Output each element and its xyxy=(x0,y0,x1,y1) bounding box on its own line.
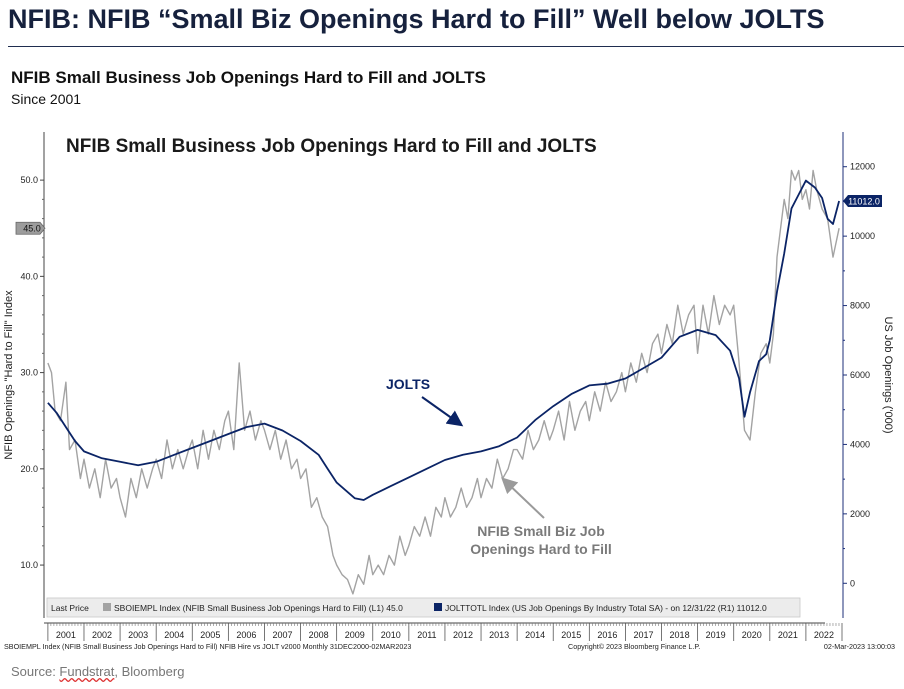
chart-footer: SBOIEMPL Index (NFIB Small Business Job … xyxy=(4,642,895,651)
right-tick-label: 2000 xyxy=(850,509,870,519)
x-tick-label: 2005 xyxy=(200,630,220,640)
jolts-annotation-label: JOLTS xyxy=(386,376,430,392)
left-tick-label: 10.0 xyxy=(20,560,38,570)
x-tick-label: 2007 xyxy=(272,630,292,640)
left-tick-label: 50.0 xyxy=(20,175,38,185)
left-axis: 10.0 20.0 30.0 40.0 50.0 45.0 xyxy=(15,132,46,618)
right-last-price-tag xyxy=(843,195,882,208)
x-tick-label: 2008 xyxy=(309,630,329,640)
left-tick-label: 40.0 xyxy=(20,271,38,281)
legend-last-price: Last Price xyxy=(51,603,89,613)
x-tick-label: 2021 xyxy=(778,630,798,640)
legend-background xyxy=(46,597,801,618)
right-axis-label: US Job Openings ('000) xyxy=(882,316,894,433)
x-tick-label: 2020 xyxy=(742,630,762,640)
x-tick-label: 2001 xyxy=(56,630,76,640)
footer-right: 02-Mar-2023 13:00:03 xyxy=(824,642,895,651)
left-tick-label: 30.0 xyxy=(20,368,38,378)
source-prefix: Source: xyxy=(11,664,60,679)
x-tick-label: 2006 xyxy=(236,630,256,640)
x-tick-label: 2013 xyxy=(489,630,509,640)
left-last-price-tag xyxy=(15,221,46,235)
left-axis-label: NFIB Openings "Hard to Fill" Index xyxy=(3,290,15,460)
footer-left: SBOIEMPL Index (NFIB Small Business Job … xyxy=(4,642,411,651)
jolts-series-line xyxy=(47,179,840,501)
source-note: Source: Fundstrat, Bloomberg xyxy=(11,664,184,679)
x-tick-label: 2019 xyxy=(706,630,726,640)
x-tick-label: 2009 xyxy=(345,630,365,640)
headline-divider xyxy=(8,46,904,47)
x-axis: 2001 2002 2003 2004 2005 2006 2007 2008 2009 2010… xyxy=(44,622,843,641)
x-tick-label: 2022 xyxy=(814,630,834,640)
right-tick-label: 4000 xyxy=(850,439,870,449)
chart-title: NFIB Small Business Job Openings Hard to… xyxy=(66,136,597,157)
legend-jolts-label: JOLTTOTL Index (US Job Openings By Indus… xyxy=(445,603,767,613)
x-tick-label: 2012 xyxy=(453,630,473,640)
legend-nfib-label: SBOIEMPL Index (NFIB Small Business Job … xyxy=(114,603,403,613)
right-tick-label: 10000 xyxy=(850,231,875,241)
right-tick-label: 6000 xyxy=(850,370,870,380)
x-tick-label: 2014 xyxy=(525,630,545,640)
annotations-layer: JOLTS NFIB Small Biz Job Openings Hard to … xyxy=(386,376,612,557)
footer-center: Copyright© 2023 Bloomberg Finance L.P. xyxy=(568,642,700,651)
left-last-price-label: 45.0 xyxy=(23,224,41,234)
source-fundstrat: Fundstrat xyxy=(59,664,115,679)
x-tick-label: 2002 xyxy=(92,630,112,640)
series-layer xyxy=(47,169,840,595)
chart-subtitle: NFIB Small Business Job Openings Hard to… xyxy=(11,68,486,87)
nfib-annotation-label-line1: NFIB Small Biz Job xyxy=(477,523,605,539)
jolts-annotation-arrow xyxy=(421,396,464,427)
x-tick-label: 2010 xyxy=(381,630,401,640)
x-tick-label: 2018 xyxy=(670,630,690,640)
left-tick-label: 20.0 xyxy=(20,464,38,474)
legend-nfib-swatch xyxy=(103,603,111,611)
x-tick-label: 2004 xyxy=(164,630,184,640)
x-tick-label: 2011 xyxy=(417,630,436,640)
right-tick-label: 8000 xyxy=(850,301,870,311)
right-last-price-label: 11012.0 xyxy=(848,197,880,207)
page-headline: NFIB: NFIB “Small Biz Openings Hard to F… xyxy=(8,4,825,34)
legend-box: Last Price SBOIEMPL Index (NFIB Small Bus… xyxy=(46,597,801,618)
right-axis: 0 2000 4000 6000 8000 10000 12000 11012.0 xyxy=(842,132,882,618)
x-tick-label: 2016 xyxy=(597,630,617,640)
x-tick-label: 2015 xyxy=(561,630,581,640)
right-tick-label: 0 xyxy=(850,578,855,588)
chart-since-label: Since 2001 xyxy=(11,91,82,107)
source-suffix: , Bloomberg xyxy=(114,664,185,679)
x-tick-label: 2003 xyxy=(128,630,148,640)
nfib-series-line xyxy=(47,169,840,595)
legend-jolts-swatch xyxy=(434,603,442,611)
nfib-annotation-label-line2: Openings Hard to Fill xyxy=(470,541,612,557)
right-tick-label: 12000 xyxy=(850,162,875,172)
nfib-annotation-arrow xyxy=(501,477,545,519)
x-tick-label: 2017 xyxy=(633,630,653,640)
